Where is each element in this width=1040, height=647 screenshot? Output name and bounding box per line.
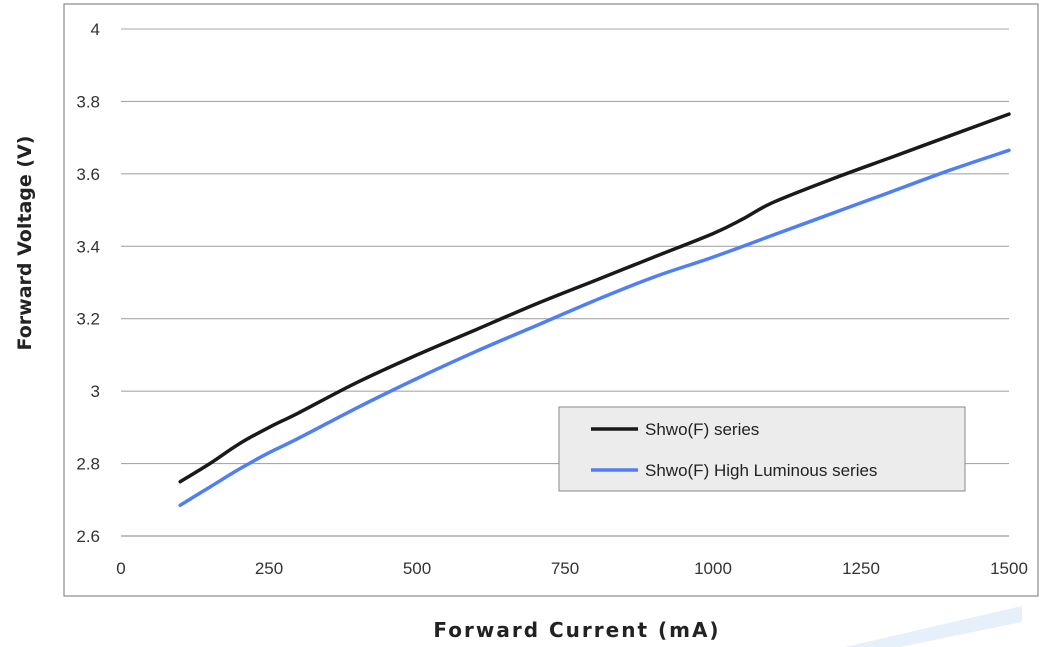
y-tick-label: 3.2 xyxy=(76,310,100,329)
legend-label-shwo-f-high-luminous-series: Shwo(F) High Luminous series xyxy=(645,461,877,480)
y-tick-labels: 2.6 2.8 3 3.2 3.4 3.6 3.8 4 xyxy=(76,20,100,546)
y-tick-label: 3.6 xyxy=(76,165,100,184)
x-tick-label: 1000 xyxy=(694,559,732,578)
legend: Shwo(F) series Shwo(F) High Luminous ser… xyxy=(558,406,966,492)
y-tick-label: 3.8 xyxy=(76,92,100,111)
series-line-1 xyxy=(178,148,1011,507)
y-tick-label: 3.4 xyxy=(76,237,100,256)
legend-box xyxy=(558,406,966,492)
chart-frame xyxy=(63,3,1039,597)
series-line-0 xyxy=(178,112,1011,484)
y-tick-label: 4 xyxy=(91,20,100,39)
x-tick-label: 1250 xyxy=(842,559,880,578)
gridlines xyxy=(121,28,1009,465)
x-tick-label: 500 xyxy=(403,559,431,578)
y-axis-title: Forward Voltage (V) xyxy=(14,136,36,351)
y-tick-label: 2.6 xyxy=(76,527,100,546)
y-tick-label: 2.8 xyxy=(76,455,100,474)
series-lines xyxy=(178,112,1011,507)
y-tick-label: 3 xyxy=(91,382,100,401)
watermark-shape xyxy=(845,606,1022,647)
x-tick-label: 0 xyxy=(116,559,125,578)
x-tick-label: 1500 xyxy=(990,559,1028,578)
legend-label-shwo-f-series: Shwo(F) series xyxy=(645,420,759,439)
x-tick-label: 250 xyxy=(255,559,283,578)
x-tick-label: 750 xyxy=(551,559,579,578)
x-axis-title: Forward Current (mA) xyxy=(433,618,720,642)
x-tick-labels: 0 250 500 750 1000 1250 1500 xyxy=(116,559,1028,578)
